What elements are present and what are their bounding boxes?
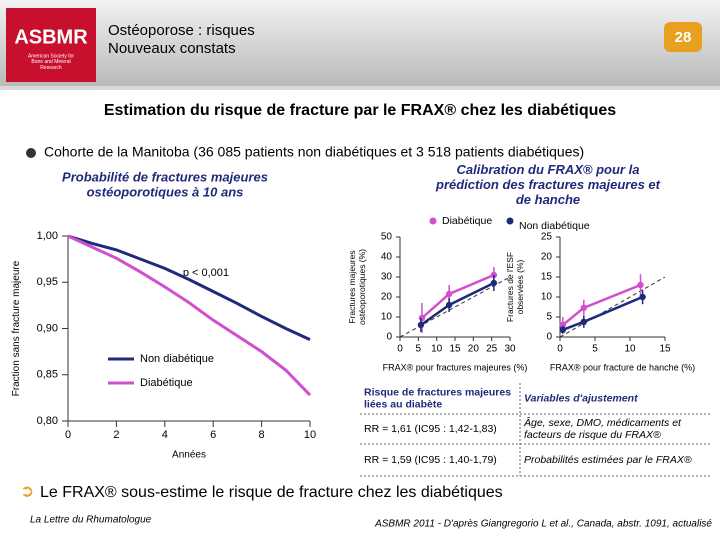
x-tick-label: 0 bbox=[557, 344, 563, 355]
y-tick-label: 1,00 bbox=[37, 230, 58, 242]
x-tick-label: 20 bbox=[468, 344, 480, 355]
y-tick-label: 25 bbox=[541, 232, 553, 243]
legend-label: Non diabétique bbox=[519, 220, 590, 232]
y-tick-label: 50 bbox=[381, 232, 393, 243]
x-tick-label: 15 bbox=[449, 344, 461, 355]
legend-label: Diabétique bbox=[442, 215, 492, 227]
logo-caption: American Society for Bone and Mineral Rese… bbox=[28, 54, 74, 72]
x-tick-label: 10 bbox=[304, 429, 316, 441]
y-tick-label: 15 bbox=[541, 272, 553, 283]
table-header: Variables d'ajustement bbox=[524, 392, 638, 404]
header-rule bbox=[0, 86, 720, 90]
legend-swatch bbox=[506, 217, 514, 225]
point bbox=[637, 281, 644, 289]
table-cell: RR = 1,61 (IC95 : 1,42-1,83) bbox=[364, 423, 497, 435]
x-axis-label: FRAX® pour fracture de hanche (%) bbox=[550, 362, 695, 372]
legend-swatch bbox=[429, 217, 437, 225]
point bbox=[580, 318, 587, 325]
y-tick-label: 30 bbox=[381, 272, 393, 283]
series-line bbox=[562, 295, 644, 331]
survival-line bbox=[67, 234, 312, 397]
survival-line bbox=[67, 234, 311, 341]
x-tick-label: 5 bbox=[416, 344, 422, 355]
y-axis-label: Fractures majeuresostéoporotiques (%) bbox=[347, 249, 367, 325]
x-axis-label: Années bbox=[172, 450, 206, 461]
x-tick-label: 2 bbox=[113, 429, 119, 441]
left-heading: Probabilité de fractures majeures ostéopo… bbox=[62, 170, 268, 200]
legend-label: Non diabétique bbox=[140, 353, 214, 365]
x-tick-label: 6 bbox=[210, 429, 216, 441]
x-tick-label: 30 bbox=[504, 344, 516, 355]
x-tick-label: 8 bbox=[259, 429, 265, 441]
x-tick-label: 15 bbox=[659, 344, 671, 355]
x-tick-label: 10 bbox=[624, 344, 636, 355]
right-heading: Calibration du FRAX® pour la prédiction d… bbox=[435, 162, 661, 207]
point bbox=[580, 304, 587, 311]
y-tick-label: 20 bbox=[541, 252, 553, 263]
series-line bbox=[421, 273, 495, 319]
table-header: Risque de fractures majeures liées au dia… bbox=[364, 386, 511, 410]
point bbox=[417, 321, 425, 329]
identity-line bbox=[559, 276, 666, 338]
point bbox=[445, 290, 453, 298]
y-tick-label: 20 bbox=[381, 292, 393, 303]
x-tick-label: 0 bbox=[397, 344, 403, 355]
table: Risque de fractures majeures liées au dia… bbox=[360, 383, 712, 477]
x-tick-label: 10 bbox=[431, 344, 443, 355]
header-title: Ostéoporose : risques bbox=[108, 22, 255, 39]
x-tick-label: 5 bbox=[592, 344, 598, 355]
y-tick-label: 0 bbox=[546, 332, 552, 343]
conclusion: Le FRAX® sous-estime le risque de fractu… bbox=[40, 484, 503, 501]
page-number: 28 bbox=[675, 29, 692, 46]
y-tick-label: 10 bbox=[541, 292, 553, 303]
y-tick-label: 10 bbox=[381, 312, 393, 323]
logo-box bbox=[6, 8, 96, 82]
bullet: Cohorte de la Manitoba (36 085 patients … bbox=[44, 144, 584, 160]
y-tick-label: 0 bbox=[386, 332, 392, 343]
point bbox=[490, 279, 498, 287]
y-tick-label: 40 bbox=[381, 252, 393, 263]
y-tick-label: 0,90 bbox=[37, 322, 58, 334]
header-subtitle: Nouveaux constats bbox=[108, 40, 236, 57]
logo: ASBMR bbox=[14, 26, 88, 48]
point bbox=[445, 301, 453, 309]
header-band bbox=[0, 0, 720, 88]
table-cell: Âge, sexe, DMO, médicaments et facteurs d… bbox=[523, 416, 682, 441]
x-tick-label: 0 bbox=[65, 429, 71, 441]
annotation: p < 0,001 bbox=[183, 267, 229, 279]
legend-label: Diabétique bbox=[140, 377, 193, 389]
x-tick-label: 25 bbox=[486, 344, 498, 355]
series-line bbox=[562, 283, 641, 326]
table-cell: Probabilités estimées par le FRAX® bbox=[524, 454, 692, 466]
y-tick-label: 0,85 bbox=[37, 369, 58, 381]
point bbox=[418, 314, 426, 322]
bullet-dot bbox=[26, 148, 36, 158]
y-tick-label: 0,80 bbox=[37, 415, 58, 427]
x-axis-label: FRAX® pour fractures majeures (%) bbox=[383, 362, 528, 372]
y-tick-label: 0,95 bbox=[37, 276, 58, 288]
footer-right: ASBMR 2011 - D'après Giangregorio L et a… bbox=[374, 519, 712, 530]
conclusion-arrow: ➲ bbox=[20, 481, 34, 500]
y-axis-label: Fraction sans fracture majeure bbox=[11, 260, 22, 396]
point bbox=[559, 326, 566, 333]
point bbox=[639, 293, 646, 301]
point bbox=[559, 321, 566, 329]
x-tick-label: 4 bbox=[162, 429, 168, 441]
slide-title: Estimation du risque de fracture par le … bbox=[104, 102, 616, 119]
page-badge bbox=[664, 22, 702, 52]
y-tick-label: 5 bbox=[546, 312, 552, 323]
y-axis-label: Fractures de l'ESFobservées (%) bbox=[505, 252, 525, 322]
table-cell: RR = 1,59 (IC95 : 1,40-1,79) bbox=[364, 454, 497, 466]
footer-left: La Lettre du Rhumatologue bbox=[30, 515, 152, 526]
